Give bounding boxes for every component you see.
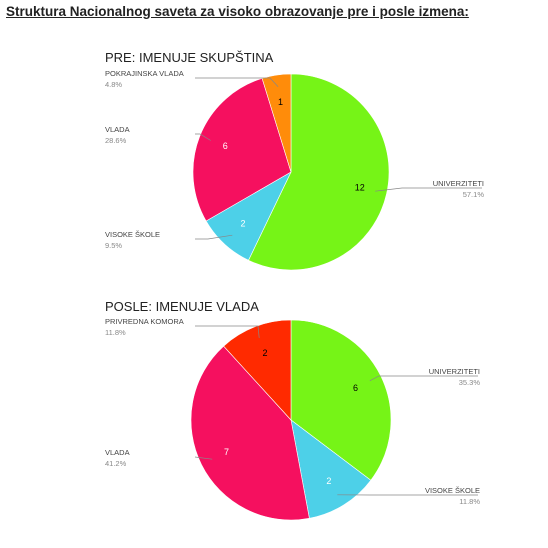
slice-percent-univerziteti: 35.3%	[459, 378, 481, 387]
slice-percent-visoke-skole: 9.5%	[105, 241, 122, 250]
slice-percent-vlada: 28.6%	[105, 136, 127, 145]
slice-label-univerziteti: UNIVERZITETI	[429, 367, 480, 376]
slice-label-visoke-skole: VISOKE ŠKOLE	[105, 230, 160, 239]
page-title: Struktura Nacionalnog saveta za visoko o…	[6, 4, 469, 19]
slice-percent-visoke-skole: 11.8%	[459, 497, 480, 506]
slice-label-privredna-komora: PRIVREDNA KOMORA	[105, 317, 184, 326]
slice-value-visoke-skole: 2	[326, 476, 331, 486]
slice-value-univerziteti: 6	[353, 383, 358, 393]
slice-label-visoke-skole: VISOKE ŠKOLE	[425, 486, 480, 495]
slice-percent-pokrajinska-vlada: 4.8%	[105, 80, 122, 89]
slice-label-univerziteti: UNIVERZITETI	[433, 179, 484, 188]
slice-label-vlada: VLADA	[105, 448, 130, 457]
slice-value-privredna-komora: 2	[262, 348, 267, 358]
slice-value-vlada: 6	[223, 141, 228, 151]
slice-label-pokrajinska-vlada: POKRAJINSKA VLADA	[105, 69, 184, 78]
slice-percent-privredna-komora: 11.8%	[105, 328, 126, 337]
pie-chart-pre: 12 UNIVERZITETI 57.1% 2 VISOKE ŠKOLE 9.5% 6 VLA…	[0, 50, 548, 300]
slice-value-vlada: 7	[224, 447, 229, 457]
slice-value-univerziteti: 12	[355, 183, 365, 193]
slice-value-pokrajinska-vlada: 1	[278, 97, 283, 107]
slice-label-vlada: VLADA	[105, 125, 130, 134]
pie-chart-posle: 6 UNIVERZITETI 35.3% 2 VISOKE ŠKOLE 11.8% 7 VLA…	[0, 298, 548, 548]
slice-percent-univerziteti: 57.1%	[463, 190, 485, 199]
slice-percent-vlada: 41.2%	[105, 459, 127, 468]
slice-value-visoke-skole: 2	[240, 219, 245, 229]
